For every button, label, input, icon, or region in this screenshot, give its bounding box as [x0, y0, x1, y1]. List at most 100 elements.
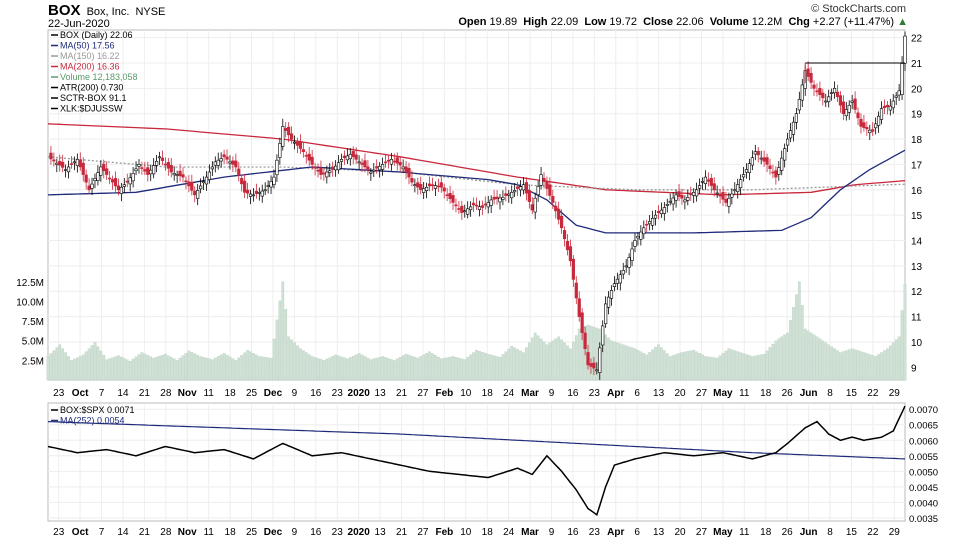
rs-y-tick-label: 0.0040: [909, 498, 938, 509]
volume-value: 12.2M: [751, 16, 783, 28]
candle-body: [753, 151, 757, 155]
candle-body: [865, 127, 869, 130]
candle-body: [539, 174, 543, 186]
candle-body: [495, 196, 499, 199]
volume-bar: [472, 352, 475, 381]
candle-body: [551, 196, 555, 203]
x-tick-label: 24: [503, 388, 515, 399]
volume-bar: [164, 353, 167, 381]
candle-body: [401, 166, 405, 170]
candle-body: [557, 208, 561, 220]
candle-body: [583, 332, 587, 350]
legend-entry: Volume 12,183,058: [60, 72, 138, 82]
volume-bar: [428, 351, 431, 381]
x-tick-label: 29: [889, 388, 901, 399]
candle-body: [844, 109, 848, 117]
volume-bar: [313, 357, 317, 381]
low-value: 19.72: [609, 16, 637, 28]
volume-bar: [307, 354, 311, 381]
candle-body: [879, 108, 884, 120]
volume-bar: [759, 354, 763, 381]
volume-bar: [554, 338, 558, 381]
candle-body: [489, 199, 493, 206]
candle-body: [809, 73, 813, 83]
volume-bar: [836, 350, 839, 381]
x-tick-label: 16: [567, 527, 579, 538]
volume-bar: [577, 328, 581, 381]
volume-bar: [387, 358, 390, 381]
candle-body: [69, 163, 74, 165]
volume-bar: [343, 357, 346, 381]
candle-body: [615, 278, 619, 284]
candle-body: [234, 160, 238, 168]
x-tick-label: 11: [203, 527, 214, 538]
x-tick-label: 9: [292, 527, 298, 538]
rs-y-tick-label: 0.0050: [909, 467, 938, 478]
volume-bar: [419, 356, 423, 381]
volume-bar: [334, 354, 337, 381]
candle-body: [589, 363, 593, 367]
volume-bar: [572, 341, 575, 381]
volume-bar: [228, 356, 232, 381]
x-tick-label: 26: [782, 388, 794, 399]
candle-body: [841, 101, 845, 114]
candle-body: [518, 186, 523, 191]
volume-bar: [301, 350, 305, 381]
volume-bar: [680, 352, 684, 381]
volume-bar: [87, 348, 91, 381]
candle-body: [240, 178, 244, 185]
volume-bar: [310, 356, 314, 381]
volume-bar: [67, 356, 70, 381]
volume-bar: [536, 335, 540, 381]
candle-body: [251, 194, 256, 197]
volume-bar: [745, 354, 748, 381]
volume-bar: [231, 358, 235, 381]
volume-bar: [434, 355, 437, 381]
volume-bar: [613, 341, 616, 381]
volume-bar: [789, 319, 792, 381]
candle-body: [272, 176, 276, 185]
candle-body: [521, 184, 526, 191]
rs-legend-entry: MA(252) 0.0054: [60, 416, 125, 426]
volume-bar: [610, 340, 613, 381]
volume-bar: [131, 358, 135, 381]
candle-body: [448, 192, 452, 199]
volume-bar: [460, 358, 464, 381]
volume-bar: [569, 348, 572, 381]
volume-bar: [243, 352, 246, 381]
candle-body: [125, 180, 129, 183]
candle-body: [492, 196, 496, 200]
volume-bar: [208, 358, 211, 381]
x-tick-label: 13: [375, 388, 387, 399]
volume-bar: [481, 351, 484, 381]
candle-body: [228, 161, 232, 164]
x-tick-label: May: [713, 527, 733, 538]
candle-body: [797, 99, 801, 111]
volume-bar: [105, 359, 109, 381]
candle-body: [756, 150, 760, 156]
candle-body: [96, 172, 100, 181]
volume-bar: [742, 353, 745, 381]
x-tick-label: 27: [417, 388, 429, 399]
candle-body: [515, 186, 520, 189]
candle-body: [507, 193, 511, 196]
volume-bar: [765, 350, 769, 381]
candle-body: [357, 161, 361, 164]
candle-body: [257, 192, 261, 194]
y-tick-label: 16: [911, 186, 923, 197]
x-tick-label: Oct: [72, 388, 89, 399]
candle-body: [571, 258, 575, 280]
volume-bar: [199, 356, 202, 381]
volume-bar: [64, 352, 67, 381]
candle-body: [548, 184, 552, 196]
candle-body: [90, 183, 94, 189]
volume-bar: [797, 281, 801, 381]
x-tick-label: 13: [653, 527, 665, 538]
candle-body: [316, 169, 320, 172]
volume-bar: [172, 358, 176, 381]
candle-body: [102, 163, 106, 172]
volume-bar: [510, 346, 514, 381]
candle-body: [524, 182, 528, 194]
candle-body: [674, 194, 678, 201]
x-tick-label: 23: [53, 388, 65, 399]
